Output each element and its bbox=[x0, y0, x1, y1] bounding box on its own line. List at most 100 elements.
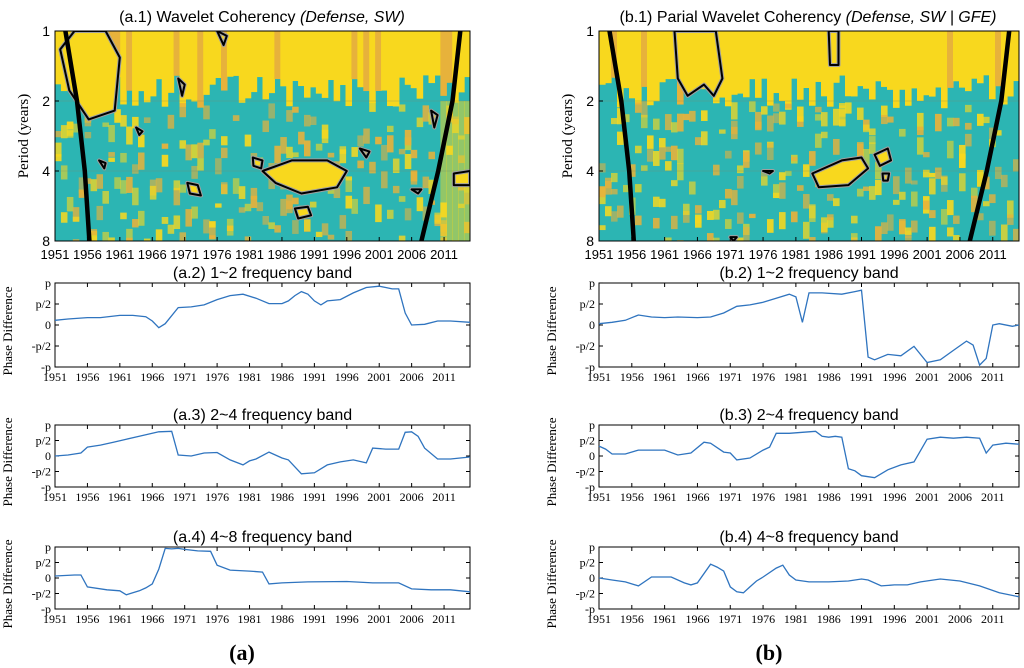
heatmap-cell bbox=[845, 31, 852, 97]
heatmap-cell bbox=[167, 114, 175, 129]
heatmap-cell bbox=[923, 200, 930, 210]
heatmap-cell bbox=[244, 31, 252, 99]
heatmap-cell bbox=[404, 153, 412, 170]
heatmap-cell bbox=[881, 105, 888, 117]
heatmap-cell bbox=[120, 115, 127, 127]
heatmap-cell bbox=[292, 152, 299, 158]
heatmap-cell bbox=[953, 31, 960, 82]
heatmap-cell bbox=[286, 200, 293, 214]
heatmap-cell bbox=[78, 189, 86, 198]
heatmap-cell bbox=[120, 152, 127, 163]
y-tick-label: p bbox=[589, 540, 595, 554]
y-tick-label: p/2 bbox=[580, 297, 595, 311]
heatmap-cell bbox=[965, 122, 972, 130]
x-tick-label: 1991 bbox=[302, 370, 326, 384]
heatmap-cell bbox=[102, 191, 109, 204]
heatmap-cell bbox=[899, 191, 906, 200]
heatmap-cell bbox=[995, 130, 1002, 136]
x-tick-label: 1971 bbox=[173, 612, 197, 626]
heatmap-cell bbox=[404, 208, 412, 221]
heatmap-cell bbox=[725, 150, 732, 159]
x-tick-label: 1976 bbox=[751, 490, 775, 504]
heatmap-cell bbox=[833, 138, 840, 155]
heatmap-cell bbox=[422, 105, 430, 122]
heatmap-cell bbox=[743, 151, 750, 168]
phase-series-line bbox=[598, 563, 1020, 598]
heatmap-cell bbox=[339, 146, 347, 154]
heatmap-cell bbox=[929, 210, 936, 219]
heatmap-b1-field bbox=[599, 31, 1019, 241]
heatmap-cell bbox=[333, 188, 341, 199]
heatmap-cell bbox=[653, 118, 660, 130]
heatmap-cell bbox=[464, 31, 470, 78]
cone-of-influence-right bbox=[419, 31, 463, 241]
heatmap-cell bbox=[143, 117, 151, 123]
heatmap-cell bbox=[66, 121, 74, 138]
heatmap-cell bbox=[209, 221, 216, 228]
heatmap-cell bbox=[292, 106, 299, 113]
heatmap-b1-contours bbox=[607, 31, 1012, 241]
heatmap-cell bbox=[815, 114, 822, 121]
heatmap-cell bbox=[599, 31, 606, 85]
x-tick-label: 1991 bbox=[300, 247, 329, 262]
heatmap-cell bbox=[138, 31, 145, 92]
heatmap-cell bbox=[286, 31, 293, 107]
heatmap-cell bbox=[404, 31, 412, 85]
heatmap-cell bbox=[345, 230, 353, 241]
cone-of-influence-left bbox=[607, 31, 637, 241]
x-tick-label: 1986 bbox=[270, 370, 294, 384]
heatmap-cell bbox=[369, 31, 376, 103]
heatmap-cell bbox=[695, 137, 702, 146]
x-tick-label: 2001 bbox=[915, 612, 939, 626]
heatmap-cell bbox=[280, 31, 287, 87]
x-tick-label: 2011 bbox=[430, 247, 458, 262]
heatmap-cell bbox=[725, 188, 732, 199]
phase-series-line bbox=[598, 430, 1020, 479]
caption-b: (b) bbox=[756, 640, 783, 665]
heatmap-cell bbox=[179, 232, 187, 241]
heatmap-cell bbox=[803, 221, 810, 239]
x-tick-label: 1956 bbox=[75, 370, 99, 384]
heatmap-cell bbox=[635, 145, 642, 154]
heatmap-cell bbox=[357, 160, 364, 169]
heatmap-cell bbox=[917, 126, 924, 136]
heatmap-cell bbox=[375, 204, 382, 223]
heatmap-cell bbox=[827, 194, 834, 201]
heatmap-cell bbox=[351, 198, 358, 214]
heatmap-cell bbox=[392, 31, 400, 107]
heatmap-cell bbox=[767, 115, 774, 132]
heatmap-cell bbox=[416, 197, 424, 212]
significance-contour bbox=[729, 236, 738, 241]
line-panel-title: (b.4) 4~8 frequency band bbox=[719, 529, 898, 546]
heatmap-cell bbox=[887, 214, 894, 231]
heatmap-cell bbox=[132, 219, 139, 228]
heatmap-cell bbox=[797, 31, 804, 100]
heatmap-cell bbox=[779, 182, 786, 199]
x-tick-label: 1956 bbox=[75, 612, 99, 626]
heatmap-cell bbox=[725, 31, 732, 107]
heatmap-cell bbox=[96, 174, 104, 189]
heatmap-cell bbox=[1007, 31, 1014, 97]
heatmap-cell bbox=[851, 233, 858, 240]
heatmap-cell bbox=[995, 166, 1002, 180]
heatmap-cell bbox=[179, 31, 187, 107]
heatmap-cell bbox=[821, 131, 828, 139]
heatmap-cell bbox=[689, 181, 696, 195]
y-tick-label: -p bbox=[41, 602, 51, 616]
cone-of-influence-left bbox=[63, 31, 92, 241]
heatmap-b1-ylabel: Period (years) bbox=[560, 94, 576, 179]
heatmap-cell bbox=[155, 229, 163, 241]
heatmap-cell bbox=[653, 151, 660, 166]
heatmap-cell bbox=[238, 31, 246, 103]
x-tick-label: 1966 bbox=[683, 247, 712, 262]
heatmap-cell bbox=[755, 121, 762, 131]
heatmap-cell bbox=[959, 154, 966, 168]
x-tick-label: 1981 bbox=[238, 490, 262, 504]
heatmap-cell bbox=[286, 110, 293, 122]
x-tick-label: 1996 bbox=[335, 612, 359, 626]
heatmap-cell bbox=[446, 31, 453, 83]
line-panel-title: (a.3) 2~4 frequency band bbox=[173, 407, 352, 424]
heatmap-cell bbox=[641, 31, 648, 87]
